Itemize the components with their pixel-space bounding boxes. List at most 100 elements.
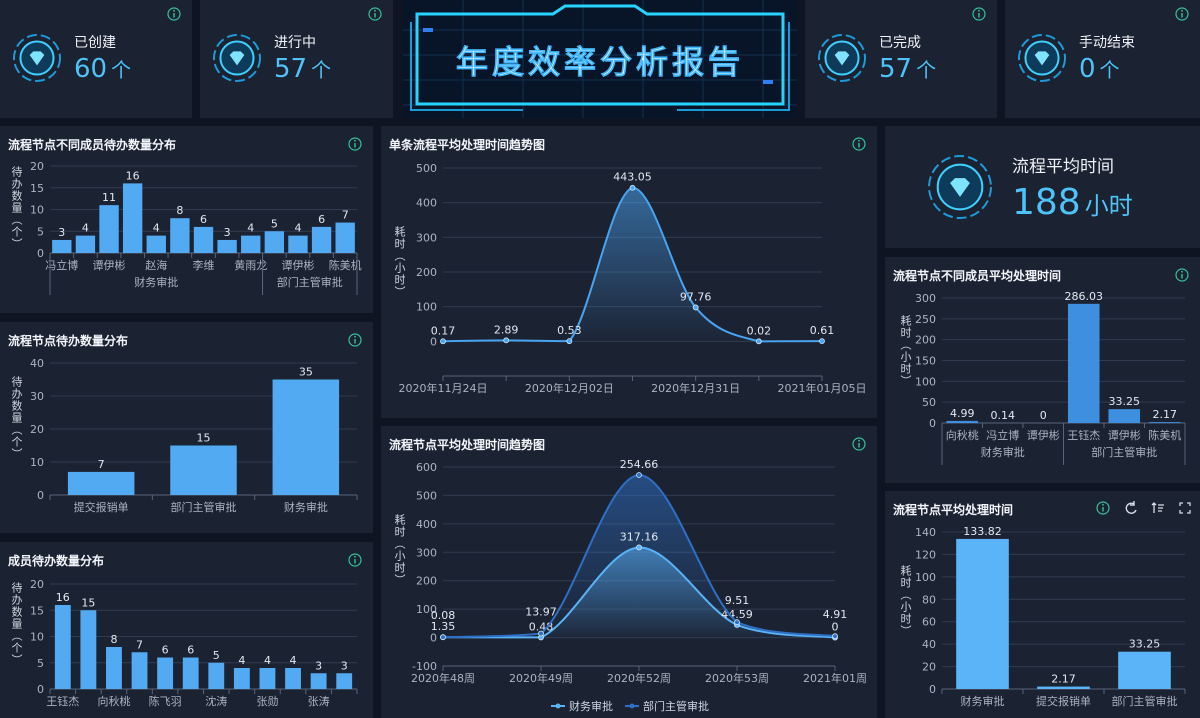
icon-ring bbox=[1018, 34, 1066, 82]
legend-label[interactable]: 部门主管审批 bbox=[643, 699, 709, 713]
kpi-value-row: 57 个 bbox=[879, 54, 936, 84]
value-label: 2.17 bbox=[1153, 408, 1178, 421]
icon-ring bbox=[219, 40, 255, 76]
y-axis-title: 耗时（小时） bbox=[393, 514, 406, 586]
y-tick-label: 100 bbox=[416, 301, 437, 314]
point bbox=[734, 619, 740, 626]
fullscreen-button[interactable] bbox=[1179, 502, 1191, 514]
info-icon[interactable] bbox=[347, 136, 363, 152]
y-tick-label: 100 bbox=[915, 375, 936, 388]
y-tick-label: 0 bbox=[929, 683, 936, 696]
y-tick-label: 300 bbox=[416, 231, 437, 244]
y-tick-label: 40 bbox=[30, 357, 44, 370]
x-tick-label: 冯立博 bbox=[986, 428, 1019, 442]
bar bbox=[946, 420, 979, 423]
bar bbox=[1108, 409, 1141, 423]
bar bbox=[80, 610, 97, 689]
bar bbox=[272, 379, 340, 495]
info-icon[interactable] bbox=[851, 436, 867, 452]
info-circle bbox=[852, 437, 866, 451]
y-tick-label: 100 bbox=[915, 571, 936, 584]
icon-ring bbox=[19, 40, 55, 76]
info-dot bbox=[354, 335, 356, 338]
info-icon[interactable] bbox=[971, 6, 987, 22]
info-icon[interactable] bbox=[1174, 6, 1190, 22]
bar bbox=[285, 668, 301, 689]
y-tick-label: 100 bbox=[416, 603, 437, 616]
bar bbox=[52, 239, 72, 253]
info-icon[interactable] bbox=[347, 552, 363, 568]
bar bbox=[1037, 686, 1090, 689]
value-label: 0.48 bbox=[529, 620, 554, 633]
x-tick-label: 张勋 bbox=[256, 694, 278, 708]
icon-ring bbox=[928, 155, 992, 219]
kpi-card: 已创建 60 个 bbox=[0, 0, 192, 118]
refresh-button[interactable] bbox=[1125, 501, 1137, 514]
info-icon[interactable] bbox=[166, 6, 182, 22]
bar bbox=[264, 231, 285, 253]
y-tick-label: 0 bbox=[37, 683, 44, 696]
kpi-unit: 个 bbox=[916, 58, 937, 82]
kpi-label: 已完成 bbox=[879, 35, 921, 51]
kpi-value: 0 bbox=[1079, 54, 1096, 84]
y-tick-label: 20 bbox=[30, 423, 44, 436]
value-label: 4.91 bbox=[823, 608, 848, 621]
info-icon[interactable] bbox=[851, 136, 867, 152]
x-tick-label: 2020年12月02日 bbox=[525, 381, 614, 395]
bar bbox=[106, 647, 122, 689]
icon-diamond bbox=[950, 178, 970, 197]
point bbox=[440, 338, 446, 345]
y-tick-label: 30 bbox=[30, 390, 44, 403]
x-tick-label: 王钰杰 bbox=[1067, 429, 1100, 442]
x-tick-label: 2020年53周 bbox=[705, 671, 769, 685]
kpi-value-row: 60 个 bbox=[74, 54, 131, 84]
info-icon[interactable] bbox=[1174, 267, 1190, 283]
icon-diamond bbox=[834, 51, 850, 66]
bar bbox=[208, 662, 225, 689]
average-value: 188 bbox=[1012, 182, 1081, 223]
y-tick-label: 400 bbox=[416, 197, 437, 210]
kpi-card: 进行中 57 个 bbox=[200, 0, 393, 118]
info-icon[interactable] bbox=[347, 332, 363, 348]
point bbox=[440, 634, 446, 641]
info-dot bbox=[354, 555, 356, 558]
value-label: 0.17 bbox=[431, 324, 456, 337]
icon-diamond bbox=[1034, 51, 1050, 66]
x-tick-label: 部门主管审批 bbox=[1112, 694, 1178, 708]
info-icon[interactable] bbox=[367, 6, 383, 22]
x-tick-label: 冯立博 bbox=[45, 258, 78, 272]
value-label: 3 bbox=[224, 226, 231, 239]
x-tick-label: 沈涛 bbox=[205, 694, 227, 708]
average-label: 流程平均时间 bbox=[1012, 157, 1114, 177]
value-label: 254.66 bbox=[620, 458, 659, 471]
value-label: 4 bbox=[82, 222, 89, 235]
point bbox=[819, 338, 825, 345]
value-label: 8 bbox=[176, 204, 183, 217]
info-circle bbox=[972, 7, 986, 21]
bar bbox=[241, 235, 261, 253]
point bbox=[636, 544, 642, 551]
icon-diamond bbox=[29, 51, 45, 66]
legend-label[interactable]: 财务审批 bbox=[569, 699, 613, 713]
sort-button[interactable] bbox=[1151, 502, 1164, 513]
bar bbox=[259, 668, 276, 689]
x-tick-label: 谭伊彬 bbox=[1027, 429, 1060, 442]
info-icon[interactable] bbox=[1095, 500, 1111, 516]
bar bbox=[54, 605, 71, 689]
x-tick-label: 张涛 bbox=[308, 694, 330, 708]
bar bbox=[217, 239, 237, 253]
info-circle bbox=[1175, 268, 1189, 282]
value-label: 5 bbox=[213, 649, 220, 662]
value-label: 4 bbox=[294, 222, 301, 235]
y-tick-label: 10 bbox=[30, 204, 44, 217]
bar bbox=[122, 183, 143, 253]
icon-diamond bbox=[229, 51, 245, 66]
chart-title: 流程节点平均处理时间趋势图 bbox=[389, 438, 546, 452]
y-tick-label: 20 bbox=[30, 578, 44, 591]
bar bbox=[335, 222, 355, 253]
y-tick-label: 5 bbox=[37, 657, 44, 670]
value-label: 4 bbox=[153, 222, 160, 235]
info-circle bbox=[1096, 501, 1110, 515]
group-label: 财务审批 bbox=[134, 275, 178, 289]
